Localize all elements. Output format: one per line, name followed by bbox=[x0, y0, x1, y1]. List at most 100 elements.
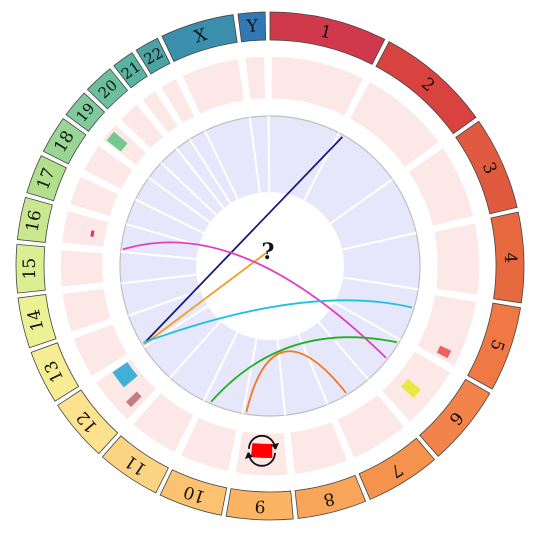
track-cell-16 bbox=[60, 209, 110, 249]
panel-divider bbox=[128, 289, 201, 317]
feature-chr6-yellow bbox=[400, 378, 421, 399]
feature-chr16-magenta bbox=[90, 230, 95, 237]
question-mark-label: ? bbox=[262, 239, 275, 265]
feature-chr19-green bbox=[106, 131, 128, 152]
chromosome-block-3 bbox=[455, 120, 518, 215]
track-cell-22 bbox=[159, 77, 197, 125]
panel-divider bbox=[317, 321, 370, 380]
panel-divider bbox=[333, 301, 402, 341]
chromosome-block-2 bbox=[375, 41, 477, 135]
panel-divider bbox=[120, 250, 197, 260]
panel-divider bbox=[248, 117, 261, 193]
chromosome-block-9 bbox=[225, 488, 294, 521]
feature-chr5-salmon bbox=[436, 345, 452, 359]
panel-divider bbox=[341, 231, 417, 251]
data-track-ring bbox=[59, 55, 481, 477]
arrow-head-bottom bbox=[244, 451, 253, 459]
link-orange-arc bbox=[245, 350, 347, 413]
chromosome-block-12 bbox=[57, 389, 119, 455]
link-panel-dividers bbox=[120, 115, 419, 416]
chromosome-block-13 bbox=[30, 342, 80, 402]
chromosome-block-5 bbox=[467, 302, 522, 390]
chromosome-label-1: 1 bbox=[318, 22, 333, 44]
track-cell-11 bbox=[131, 391, 196, 455]
track-cell-12 bbox=[93, 357, 158, 422]
chromosome-block-y bbox=[237, 11, 267, 43]
feature-chr12-mauve bbox=[125, 391, 142, 408]
track-cell-17 bbox=[68, 174, 121, 218]
chromosome-block-15 bbox=[15, 243, 46, 294]
chromosome-block-10 bbox=[159, 469, 228, 516]
track-cell-2 bbox=[348, 80, 441, 169]
panel-divider bbox=[297, 333, 329, 405]
link-cyan bbox=[143, 299, 413, 344]
link-magenta bbox=[122, 241, 387, 359]
chromosome-block-4 bbox=[490, 211, 525, 304]
track-cell-4 bbox=[432, 221, 481, 297]
link-panel bbox=[119, 115, 421, 417]
panel-divider bbox=[169, 320, 222, 379]
panel-divider bbox=[188, 138, 232, 205]
panel-divider bbox=[175, 147, 225, 209]
link-green bbox=[210, 336, 398, 403]
chromosome-block-6 bbox=[419, 378, 491, 457]
panel-divider bbox=[342, 276, 419, 291]
track-cell-10 bbox=[179, 415, 239, 473]
panel-divider bbox=[125, 223, 200, 247]
chromosome-block-21 bbox=[113, 52, 148, 89]
arrow-head-top bbox=[270, 442, 279, 450]
feature-markers bbox=[90, 131, 452, 458]
chromosome-block-11 bbox=[101, 435, 169, 494]
panel-divider bbox=[267, 115, 271, 193]
chromosome-block-18 bbox=[42, 118, 87, 165]
chromosome-label-15: 15 bbox=[20, 258, 40, 280]
track-cell-15 bbox=[59, 248, 105, 289]
track-cell-21 bbox=[140, 89, 180, 135]
chromosome-links bbox=[122, 136, 413, 413]
link-navy bbox=[143, 136, 344, 345]
chromosome-block-17 bbox=[26, 155, 67, 202]
chromosome-block-x bbox=[161, 14, 238, 63]
track-cell-y bbox=[243, 55, 267, 102]
panel-divider bbox=[202, 331, 239, 402]
track-cell-1 bbox=[270, 55, 365, 118]
track-cell-5 bbox=[415, 293, 478, 368]
chromosome-block-7 bbox=[358, 437, 436, 500]
track-cell-x bbox=[180, 57, 246, 116]
chromosome-label-9: 9 bbox=[254, 496, 266, 516]
panel-divider bbox=[203, 130, 239, 200]
chromosome-block-8 bbox=[294, 474, 367, 519]
chromosome-block-20 bbox=[86, 68, 129, 110]
track-cell-18 bbox=[82, 143, 135, 191]
track-cell-20 bbox=[118, 102, 166, 151]
panel-divider bbox=[148, 176, 211, 224]
panel-divider bbox=[135, 198, 205, 235]
track-cell-7 bbox=[335, 392, 407, 460]
chromosome-label-16: 16 bbox=[22, 208, 46, 233]
panel-divider bbox=[329, 178, 394, 225]
panel-divider bbox=[143, 305, 209, 348]
link-orange-line bbox=[143, 252, 267, 345]
chromosome-label-y: Y bbox=[245, 16, 259, 37]
chromosome-label-14: 14 bbox=[24, 307, 48, 333]
chromosome-block-22 bbox=[135, 37, 171, 75]
chromosome-block-19 bbox=[65, 92, 106, 132]
circular-arrow-icon bbox=[244, 434, 279, 467]
panel-divider bbox=[303, 132, 340, 201]
panel-divider bbox=[241, 338, 258, 414]
chromosome-block-14 bbox=[17, 293, 57, 349]
track-cell-13 bbox=[71, 322, 130, 378]
chromosome-block-1 bbox=[269, 11, 386, 65]
track-cell-8 bbox=[288, 420, 350, 476]
feature-chr9-red bbox=[250, 443, 273, 458]
chromosome-label-4: 4 bbox=[500, 252, 520, 264]
track-cell-3 bbox=[406, 146, 475, 228]
panel-divider bbox=[120, 273, 197, 285]
chromosome-label-8: 8 bbox=[321, 488, 336, 510]
feature-chr12-cyan bbox=[112, 362, 138, 388]
chromosome-block-16 bbox=[16, 196, 53, 243]
panel-divider bbox=[160, 162, 218, 216]
